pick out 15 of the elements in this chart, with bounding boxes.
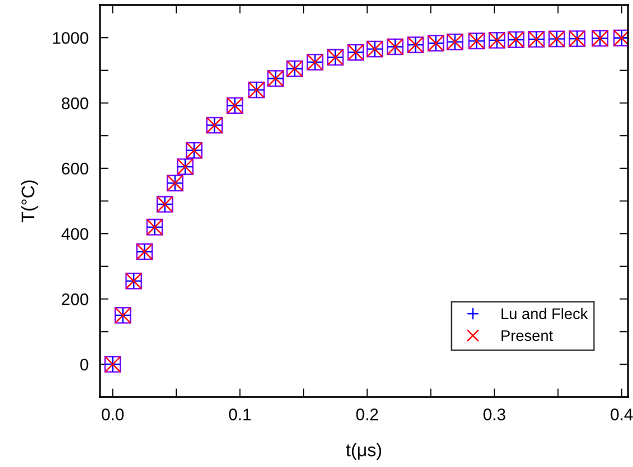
x-tick-label: 0.3 <box>483 408 506 420</box>
y-tick-label: 800 <box>62 97 88 110</box>
x-axis-title: t(μs) <box>346 443 382 460</box>
y-tick-label: 400 <box>61 228 88 240</box>
y-tick-label: 0 <box>80 358 88 371</box>
x-tick-label: 0.4 <box>610 408 633 420</box>
x-tick-label: 0.2 <box>356 408 378 420</box>
y-tick-label: 1000 <box>53 32 88 44</box>
x-tick-label: 0.0 <box>102 408 124 420</box>
y-axis-title: T(°C) <box>21 180 38 222</box>
x-tick-label: 0.1 <box>229 408 251 420</box>
y-tick-label: 200 <box>62 293 88 306</box>
legend-label: Present <box>502 330 553 342</box>
y-tick-label: 600 <box>62 162 88 175</box>
legend-label: Lu and Fleck <box>502 308 588 320</box>
